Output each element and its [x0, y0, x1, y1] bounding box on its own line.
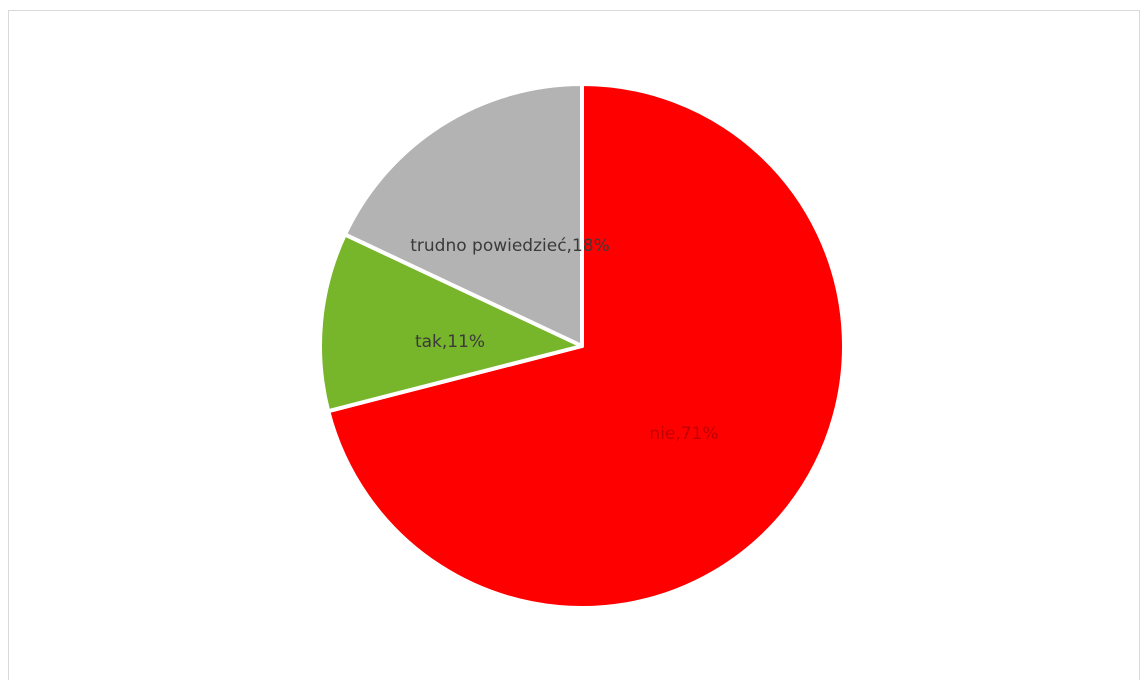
- data-label-tak: tak,11%: [415, 332, 485, 352]
- data-label-trudno-powiedzieć: trudno powiedzieć,18%: [410, 236, 610, 256]
- pie-slices: [318, 82, 846, 610]
- pie-labels: nie,71% tak,11% trudno powiedzieć,18%: [410, 236, 718, 444]
- pie-slice-tak: [318, 232, 584, 414]
- data-label-nie: nie,71%: [649, 424, 718, 444]
- pie-slice-nie: [326, 82, 846, 610]
- pie-slice-trudno-powiedzieć: [342, 82, 584, 348]
